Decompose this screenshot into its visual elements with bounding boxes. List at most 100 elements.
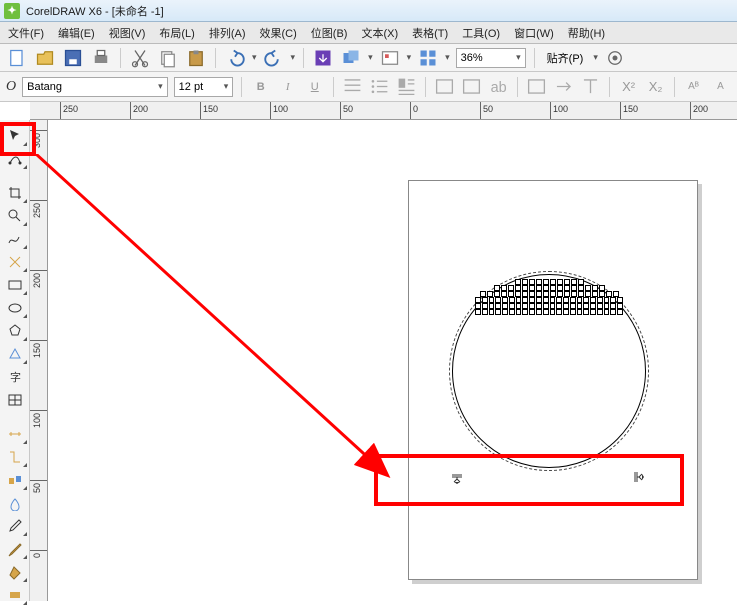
menu-text[interactable]: 文本(X) xyxy=(361,25,398,41)
smart-drawing-tool[interactable] xyxy=(2,251,28,273)
rectangle-tool[interactable] xyxy=(2,274,28,296)
open-icon[interactable] xyxy=(34,47,56,69)
titlebar: ✦ CorelDRAW X6 - [未命名 -1] xyxy=(0,0,737,22)
svg-text:字: 字 xyxy=(10,370,21,384)
ruler-horizontal: 25020015010050050100150200 xyxy=(30,102,737,120)
dropcap-icon[interactable] xyxy=(396,76,417,98)
publish-icon[interactable] xyxy=(379,47,401,69)
launcher-dropdown-icon[interactable]: ▾ xyxy=(445,52,450,63)
property-bar: O Batang ▾ 12 pt ▾ B I U ab X² X₂ Aᴮ A xyxy=(0,72,737,102)
separator xyxy=(674,77,675,97)
chevron-down-icon: ▾ xyxy=(158,81,163,92)
separator xyxy=(425,77,426,97)
polygon-tool[interactable] xyxy=(2,320,28,342)
ruler-vertical: 300250200150100500 xyxy=(30,120,48,601)
menu-window[interactable]: 窗口(W) xyxy=(514,25,554,41)
export-icon[interactable] xyxy=(340,47,362,69)
svg-text:ab: ab xyxy=(491,80,507,96)
direction-icon[interactable] xyxy=(553,76,574,98)
snap-label[interactable]: 贴齐(P) xyxy=(543,50,588,66)
crop-tool[interactable] xyxy=(2,182,28,204)
handle-marker-right xyxy=(630,470,644,487)
dimension-tool[interactable] xyxy=(2,423,28,445)
new-icon[interactable] xyxy=(6,47,28,69)
menu-effects[interactable]: 效果(C) xyxy=(260,25,297,41)
table-tool[interactable] xyxy=(2,389,28,411)
separator xyxy=(120,48,121,68)
freehand-tool[interactable] xyxy=(2,228,28,250)
indent-dec-icon[interactable] xyxy=(434,76,455,98)
menu-tools[interactable]: 工具(O) xyxy=(462,25,500,41)
underline-icon[interactable]: U xyxy=(304,76,325,98)
separator xyxy=(534,48,535,68)
menu-arrange[interactable]: 排列(A) xyxy=(209,25,246,41)
window-title: CorelDRAW X6 - [未命名 -1] xyxy=(26,3,164,19)
import-icon[interactable] xyxy=(312,47,334,69)
undo-dropdown-icon[interactable]: ▾ xyxy=(252,52,257,63)
menu-layout[interactable]: 布局(L) xyxy=(159,25,194,41)
canvas[interactable] xyxy=(48,120,737,601)
text-tool[interactable]: 字 xyxy=(2,366,28,388)
publish-dropdown-icon[interactable]: ▾ xyxy=(407,52,412,63)
undo-icon[interactable] xyxy=(224,47,246,69)
blend-tool[interactable] xyxy=(2,469,28,491)
menu-file[interactable]: 文件(F) xyxy=(8,25,44,41)
interactive-fill-tool[interactable] xyxy=(2,584,28,606)
allcaps-icon[interactable]: Aᴮ xyxy=(683,76,704,98)
separator xyxy=(215,48,216,68)
indent-inc-icon[interactable] xyxy=(461,76,482,98)
ellipse-tool[interactable] xyxy=(2,297,28,319)
texttool-icon[interactable] xyxy=(580,76,601,98)
print-icon[interactable] xyxy=(90,47,112,69)
eyedropper-tool[interactable] xyxy=(2,515,28,537)
basic-shapes-tool[interactable] xyxy=(2,343,28,365)
superscript-icon[interactable]: X² xyxy=(618,76,639,98)
options-icon[interactable] xyxy=(604,47,626,69)
font-family-combo[interactable]: Batang ▾ xyxy=(22,77,168,97)
italic-icon[interactable]: I xyxy=(277,76,298,98)
fill-tool[interactable] xyxy=(2,561,28,583)
font-size-value: 12 pt xyxy=(179,81,224,93)
font-family-value: Batang xyxy=(27,81,158,93)
redo-icon[interactable] xyxy=(263,47,285,69)
snap-dropdown-icon[interactable]: ▾ xyxy=(593,52,598,63)
pattern-fill xyxy=(475,279,623,329)
circle-object[interactable] xyxy=(449,271,649,471)
save-icon[interactable] xyxy=(62,47,84,69)
menubar: 文件(F) 编辑(E) 视图(V) 布局(L) 排列(A) 效果(C) 位图(B… xyxy=(0,22,737,44)
editfmt-icon[interactable] xyxy=(526,76,547,98)
menu-help[interactable]: 帮助(H) xyxy=(568,25,605,41)
smallcaps-icon[interactable]: A xyxy=(710,76,731,98)
transparency-tool[interactable] xyxy=(2,492,28,514)
font-size-combo[interactable]: 12 pt ▾ xyxy=(174,77,234,97)
separator xyxy=(609,77,610,97)
bold-icon[interactable]: B xyxy=(250,76,271,98)
connector-tool[interactable] xyxy=(2,446,28,468)
handle-marker-left xyxy=(450,470,464,487)
copy-icon[interactable] xyxy=(157,47,179,69)
align-icon[interactable] xyxy=(342,76,363,98)
zoom-tool[interactable] xyxy=(2,205,28,227)
menu-view[interactable]: 视图(V) xyxy=(109,25,146,41)
menu-bitmap[interactable]: 位图(B) xyxy=(311,25,348,41)
workspace: 字 25020015010050050100150200 30025020015… xyxy=(0,102,737,601)
app-launcher-icon[interactable] xyxy=(417,47,439,69)
zoom-combo[interactable]: 36% ▾ xyxy=(456,48,526,68)
cut-icon[interactable] xyxy=(129,47,151,69)
separator xyxy=(303,48,304,68)
page xyxy=(408,180,698,580)
bullets-icon[interactable] xyxy=(369,76,390,98)
export-dropdown-icon[interactable]: ▾ xyxy=(368,52,373,63)
chevron-down-icon: ▾ xyxy=(224,81,229,92)
separator xyxy=(241,77,242,97)
charfmt-icon[interactable]: ab xyxy=(488,76,509,98)
menu-edit[interactable]: 编辑(E) xyxy=(58,25,95,41)
subscript-icon[interactable]: X₂ xyxy=(645,76,666,98)
standard-toolbar: ▾ ▾ ▾ ▾ ▾ 36% ▾ 贴齐(P) ▾ xyxy=(0,44,737,72)
menu-table[interactable]: 表格(T) xyxy=(412,25,448,41)
toolbox: 字 xyxy=(0,120,30,601)
redo-dropdown-icon[interactable]: ▾ xyxy=(291,52,296,63)
paste-icon[interactable] xyxy=(185,47,207,69)
outline-tool[interactable] xyxy=(2,538,28,560)
separator xyxy=(517,77,518,97)
